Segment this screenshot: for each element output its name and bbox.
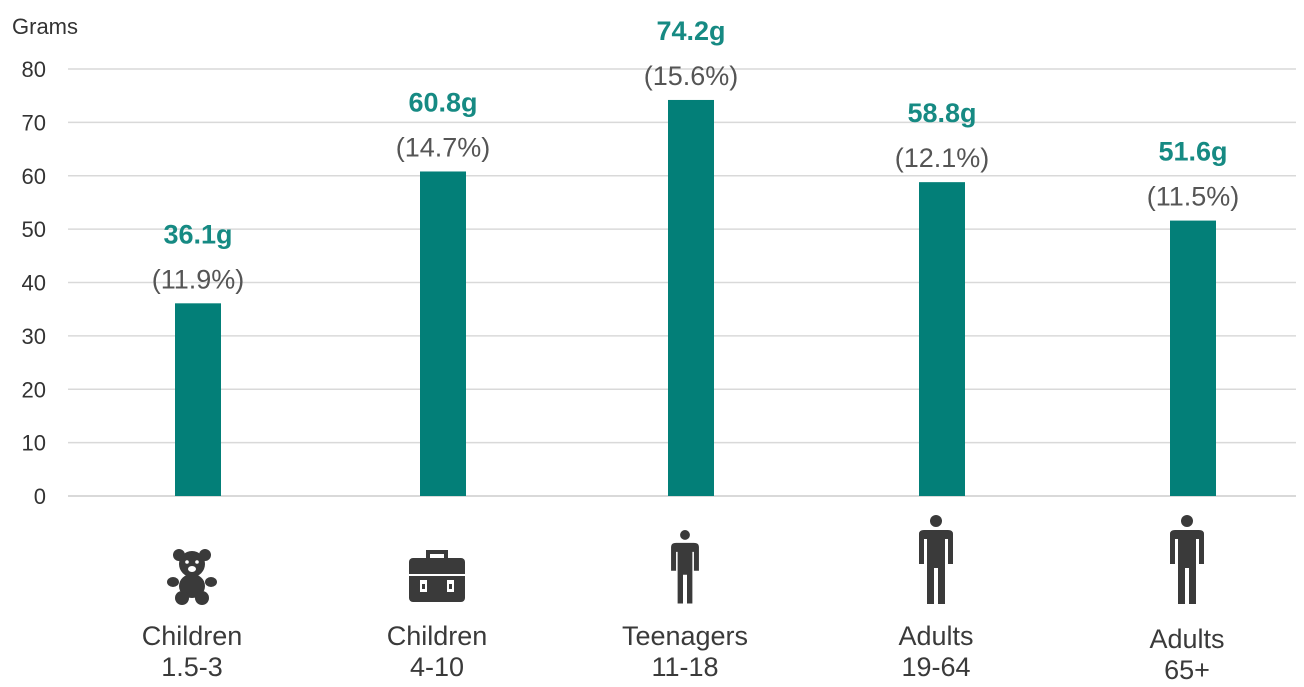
y-tick-label: 60 bbox=[22, 164, 46, 189]
bar bbox=[1170, 220, 1216, 496]
y-tick-label: 10 bbox=[22, 431, 46, 456]
y-tick-label: 20 bbox=[22, 377, 46, 402]
value-label: 58.8g bbox=[907, 98, 976, 128]
category-labels: Children1.5-3Children4-10Teenagers11-18A… bbox=[142, 621, 1225, 685]
bar bbox=[175, 303, 221, 496]
y-tick-label: 40 bbox=[22, 271, 46, 296]
y-axis-unit-label: Grams bbox=[12, 14, 78, 39]
older-adult-icon bbox=[1170, 515, 1204, 604]
adult-icon bbox=[919, 515, 953, 604]
category-icons bbox=[167, 515, 1204, 605]
category-label-line2: 4-10 bbox=[410, 652, 464, 682]
category-label-line2: 65+ bbox=[1164, 655, 1210, 685]
teenager-icon bbox=[671, 530, 699, 604]
bars bbox=[175, 99, 1216, 497]
value-label: 60.8g bbox=[408, 87, 477, 117]
y-tick-label: 70 bbox=[22, 110, 46, 135]
percent-label: (14.7%) bbox=[396, 132, 491, 162]
percent-label: (15.6%) bbox=[644, 61, 739, 91]
lunchbox-icon bbox=[409, 550, 465, 602]
y-tick-label: 80 bbox=[22, 57, 46, 82]
percent-label: (12.1%) bbox=[895, 143, 990, 173]
percent-label: (11.5%) bbox=[1147, 182, 1240, 212]
y-tick-label: 0 bbox=[34, 484, 46, 509]
category-label-line1: Teenagers bbox=[622, 621, 748, 651]
category-label-line1: Adults bbox=[1149, 624, 1224, 654]
bar bbox=[668, 99, 714, 497]
bar bbox=[420, 171, 466, 497]
value-label: 74.2g bbox=[656, 16, 725, 46]
category-label-line2: 11-18 bbox=[651, 652, 718, 682]
category-label-line2: 1.5-3 bbox=[161, 652, 223, 682]
value-label: 36.1g bbox=[163, 219, 232, 249]
category-label-line1: Children bbox=[387, 621, 488, 651]
category-label-line1: Children bbox=[142, 621, 243, 651]
bar bbox=[919, 182, 965, 496]
teddy-bear-icon bbox=[167, 549, 217, 605]
y-tick-label: 30 bbox=[22, 324, 46, 349]
value-label: 51.6g bbox=[1158, 137, 1227, 167]
category-label-line2: 19-64 bbox=[901, 652, 970, 682]
percent-label: (11.9%) bbox=[152, 264, 245, 294]
category-label-line1: Adults bbox=[898, 621, 973, 651]
y-axis-ticks: 0 10 20 30 40 50 60 70 80 bbox=[22, 57, 46, 509]
bar-labels: (11.9%) 36.1g (14.7%) 60.8g (15.6%) 74.2g (12.… bbox=[152, 16, 1240, 294]
y-tick-label: 50 bbox=[22, 217, 46, 242]
